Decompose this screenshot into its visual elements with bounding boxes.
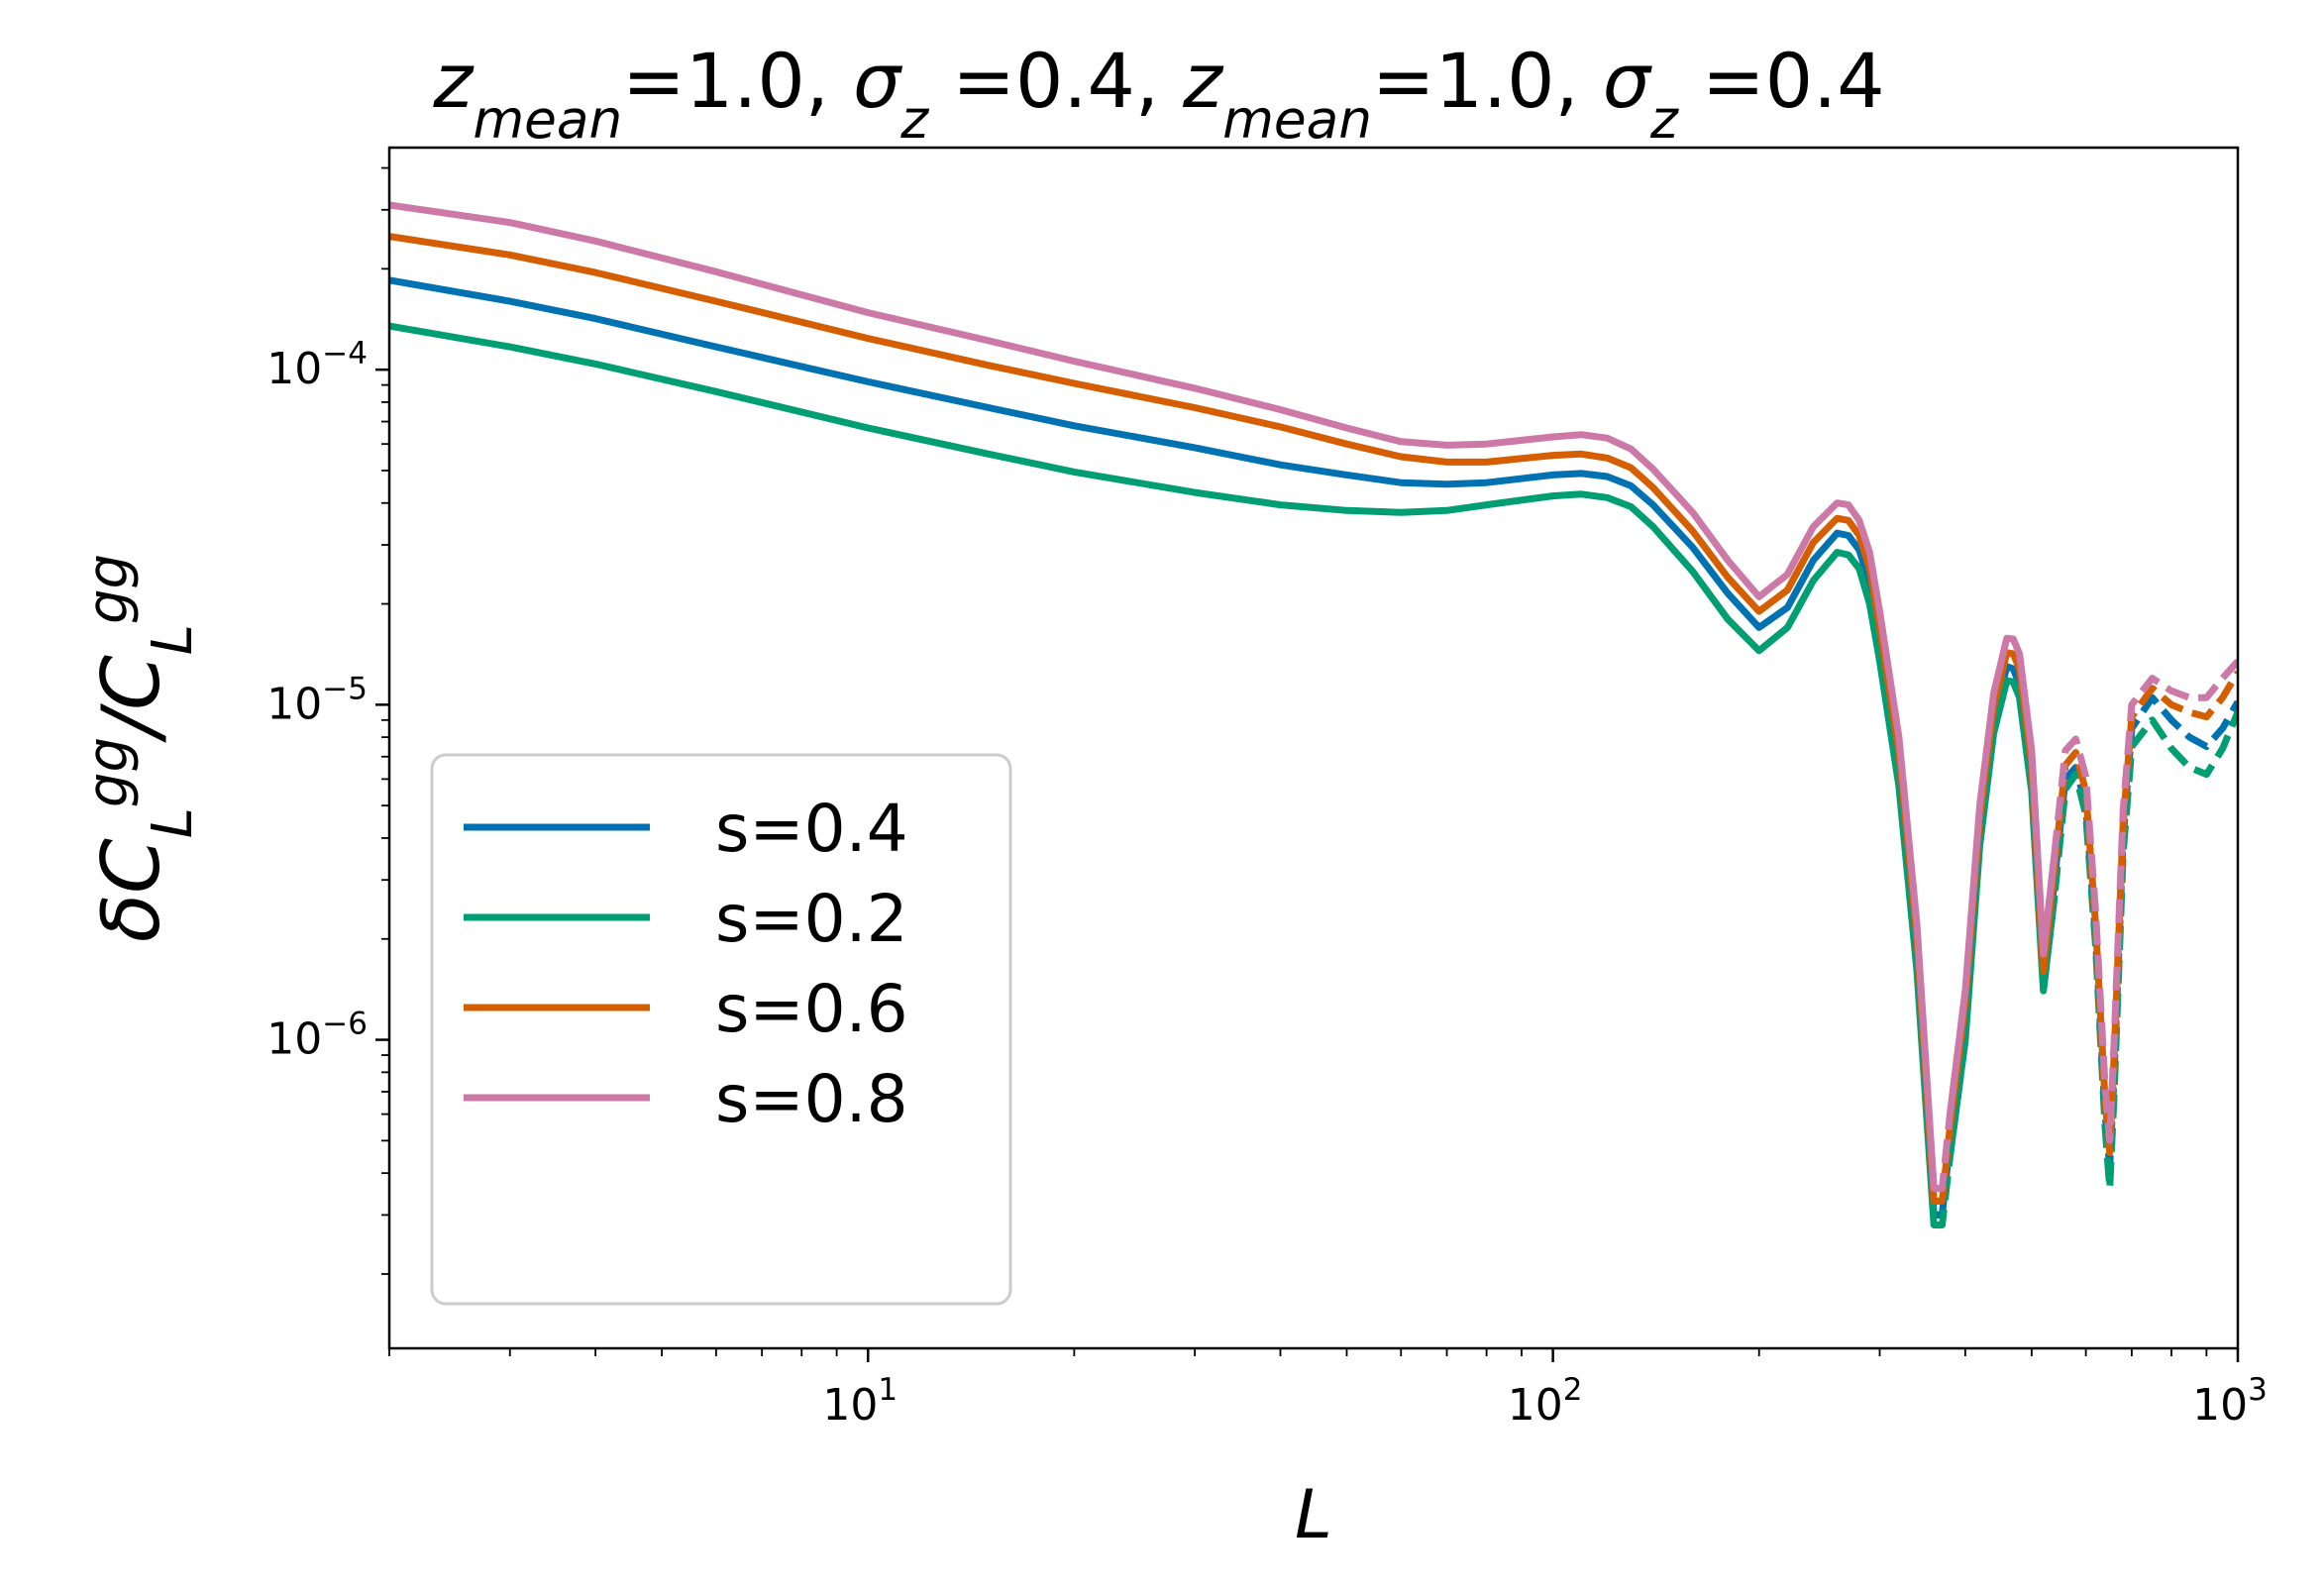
text-part: mean: [1222, 89, 1372, 151]
text-part: σ: [853, 37, 903, 125]
text-part: L: [141, 807, 205, 838]
text-part: gg: [76, 737, 141, 807]
y-tick-label: 10−5: [266, 671, 368, 729]
series-line-positive: [389, 201, 1943, 1193]
text-part: z: [1182, 37, 1224, 125]
text-part: z: [432, 37, 475, 125]
legend-label: s=0.6: [715, 971, 908, 1047]
text-part: δ: [85, 894, 177, 942]
series-s=0.8: [389, 201, 2238, 1193]
text-part: σ: [1603, 37, 1653, 125]
legend-label: s=0.4: [715, 791, 908, 867]
legend-label: s=0.8: [715, 1061, 908, 1137]
series-line-negative: [2040, 658, 2238, 1144]
text-part: gg: [76, 554, 141, 624]
series-line-positive: [389, 233, 1943, 1205]
y-tick-label: 10−4: [266, 336, 368, 394]
series-line-positive: [389, 322, 1943, 1228]
text-part: mean: [473, 89, 622, 151]
legend-label: s=0.2: [715, 881, 908, 957]
text-part: L: [141, 624, 205, 655]
series-group: [389, 201, 2238, 1228]
x-tick-label: 103: [2192, 1372, 2268, 1431]
y-tick-label: 10−6: [266, 1007, 368, 1065]
legend: s=0.4 s=0.2 s=0.6 s=0.8: [430, 753, 1012, 1306]
series-line-negative: [2040, 710, 2238, 1193]
x-tick-label: 101: [822, 1372, 898, 1431]
text-part: =1.0,: [1372, 37, 1603, 125]
chart-title: zmean=1.0, σz =0.4, zmean=1.0, σz =0.4: [432, 37, 1884, 151]
text-part: =0.4,: [928, 37, 1183, 125]
text-part: =0.4: [1678, 37, 1885, 125]
text-part: C: [85, 655, 177, 710]
x-axis-label: L: [1295, 1476, 1332, 1554]
text-part: z: [899, 89, 929, 151]
y-axis-label: δCLgg/CLgg: [76, 554, 205, 942]
text-part: z: [1649, 89, 1679, 151]
legend-frame: [430, 753, 1012, 1306]
x-tick-label: 102: [1508, 1372, 1583, 1431]
plot-frame: [387, 146, 2240, 1350]
text-part: C: [85, 838, 177, 894]
axis-ticks: 101 102 103 10−6 10−5 10−4: [266, 166, 2268, 1431]
series-line-positive: [1947, 634, 2059, 1116]
text-part: =1.0,: [622, 37, 853, 125]
